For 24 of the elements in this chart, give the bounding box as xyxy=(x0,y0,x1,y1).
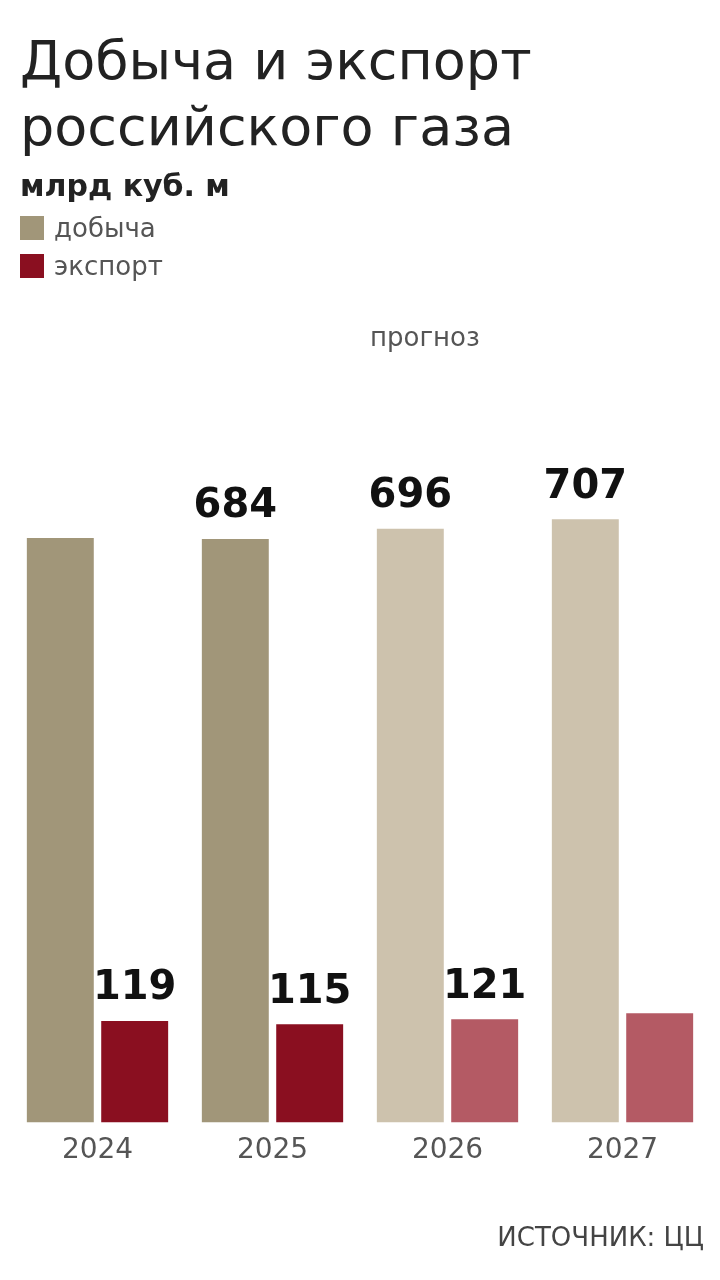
legend-label: добыча xyxy=(54,213,156,243)
text: прогноз xyxy=(370,322,480,352)
bar xyxy=(376,528,444,1123)
x-tick-label: 2024 xyxy=(61,1132,134,1166)
chart-title: Добыча и экспорт российского газа xyxy=(20,28,533,160)
bar xyxy=(626,1013,694,1123)
data-label: 119 xyxy=(92,962,177,1009)
x-tick-label: 2027 xyxy=(586,1132,659,1166)
text: ИСТОЧНИК: ЦЦ xyxy=(497,1222,704,1252)
bar xyxy=(101,1020,169,1123)
chart-subtitle: млрд куб. м xyxy=(20,168,231,203)
bar xyxy=(26,538,94,1123)
data-label: 121 xyxy=(442,960,527,1007)
x-tick-label: 2025 xyxy=(236,1132,309,1166)
data-label: 684 xyxy=(193,480,278,527)
legend-label: экспорт xyxy=(54,251,163,281)
bar xyxy=(201,538,269,1123)
bar xyxy=(551,519,619,1123)
data-label: 696 xyxy=(368,470,453,517)
bar xyxy=(451,1019,519,1123)
x-tick-label: 2026 xyxy=(411,1132,484,1166)
data-label: 707 xyxy=(543,460,628,507)
bar xyxy=(276,1024,344,1123)
data-label: 115 xyxy=(267,965,352,1012)
